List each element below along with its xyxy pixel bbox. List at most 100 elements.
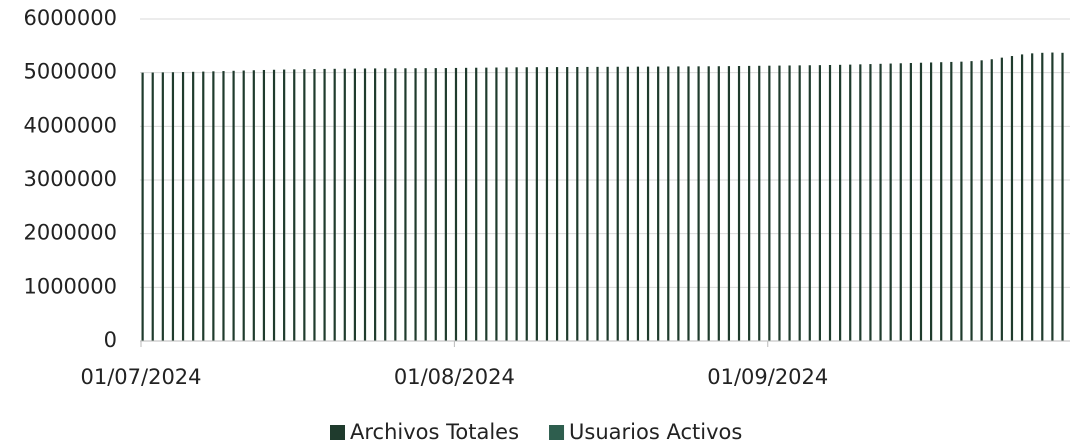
bar	[727, 66, 731, 342]
bar	[768, 65, 771, 341]
y-tick-label: 1000000	[23, 274, 117, 298]
bar	[667, 66, 670, 342]
bar	[475, 67, 478, 341]
bar	[697, 66, 700, 342]
bar	[333, 68, 336, 341]
bar	[394, 68, 397, 341]
bar	[586, 66, 589, 342]
bar	[303, 69, 306, 342]
y-tick-label: 6000000	[23, 6, 117, 30]
bar	[363, 68, 367, 342]
bar	[323, 68, 326, 341]
bar	[737, 66, 741, 342]
bar	[1010, 56, 1014, 341]
bar	[171, 72, 175, 341]
bar	[960, 61, 963, 341]
bar	[353, 68, 356, 341]
bar	[272, 69, 276, 341]
bar	[444, 68, 447, 341]
bar	[141, 72, 144, 342]
bar	[262, 69, 266, 341]
bar	[283, 69, 286, 341]
bar	[192, 71, 195, 342]
bar	[616, 66, 619, 341]
bar	[606, 66, 609, 341]
bar	[343, 68, 346, 341]
bar	[434, 68, 437, 341]
bar	[202, 71, 205, 342]
bar	[859, 64, 862, 342]
bar	[980, 60, 983, 341]
bar	[748, 65, 751, 341]
bar	[869, 64, 872, 341]
bar	[929, 62, 933, 341]
bar	[485, 67, 488, 341]
y-tick-label: 4000000	[23, 113, 117, 137]
bar	[232, 70, 235, 341]
bar	[222, 71, 225, 341]
x-tick-label: 01/08/2024	[394, 365, 515, 389]
legend-label: Usuarios Activos	[569, 420, 742, 444]
bar	[545, 67, 549, 341]
bar	[970, 61, 973, 342]
bar	[505, 67, 508, 341]
bar	[808, 65, 811, 341]
bar	[657, 66, 660, 341]
bar	[889, 63, 892, 341]
bar	[707, 66, 710, 341]
bar	[161, 72, 164, 342]
bar	[252, 70, 255, 342]
bar	[374, 68, 377, 341]
bar	[849, 64, 852, 341]
bar	[212, 71, 215, 341]
bar	[576, 66, 579, 341]
y-tick-label: 5000000	[23, 60, 117, 84]
legend-swatch	[330, 425, 345, 440]
bar	[1000, 57, 1003, 341]
bar	[596, 66, 599, 341]
y-tick-label: 0	[104, 328, 117, 352]
bar	[758, 65, 761, 341]
bar	[687, 66, 690, 341]
bar	[828, 64, 832, 341]
bar	[555, 67, 559, 342]
bar	[839, 64, 842, 342]
bar	[818, 65, 821, 342]
bar	[950, 61, 953, 341]
bar	[525, 67, 528, 341]
bar	[414, 68, 417, 341]
bar	[313, 69, 316, 342]
bar	[495, 67, 498, 342]
y-tick-label: 2000000	[23, 221, 117, 245]
bar	[293, 69, 296, 341]
bar	[990, 59, 993, 341]
legend-swatch	[549, 425, 565, 440]
bar	[636, 66, 640, 341]
bar	[464, 67, 468, 341]
x-tick-label: 01/09/2024	[707, 365, 828, 389]
bar	[535, 67, 538, 342]
bar	[940, 62, 943, 342]
bar	[646, 66, 650, 342]
bar	[384, 68, 387, 341]
bar	[788, 65, 791, 341]
bar	[798, 65, 801, 342]
bar	[1020, 54, 1024, 342]
bar	[424, 68, 427, 342]
bar	[566, 67, 569, 341]
bar	[909, 63, 912, 342]
bar	[778, 65, 781, 341]
bar	[717, 66, 720, 341]
bar	[181, 72, 185, 341]
bar	[899, 63, 902, 342]
bar	[879, 63, 882, 341]
bar	[1041, 52, 1044, 342]
bar	[1031, 53, 1034, 341]
y-tick-label: 3000000	[23, 167, 117, 191]
legend-label: Archivos Totales	[350, 420, 519, 444]
x-tick-label: 01/07/2024	[80, 365, 201, 389]
bar	[515, 67, 518, 342]
bar	[242, 70, 245, 342]
bar	[1061, 52, 1064, 342]
